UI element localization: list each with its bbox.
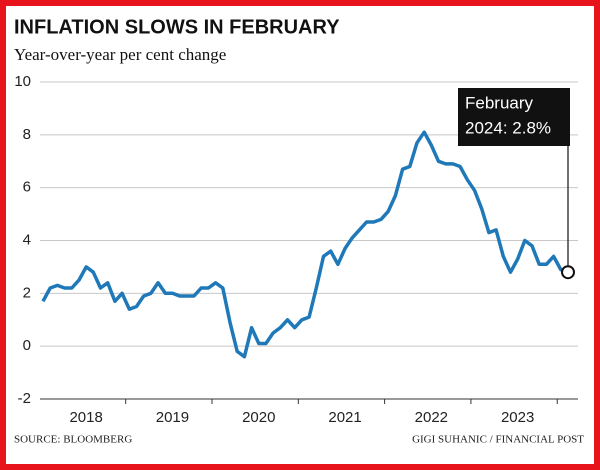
y-tick-label: 0 — [23, 337, 31, 354]
x-tick-label: 2018 — [69, 409, 102, 426]
y-tick-label: 6 — [23, 179, 31, 196]
annotation-text: 2024: 2.8% — [465, 118, 551, 137]
chart-subtitle: Year-over-year per cent change — [14, 45, 226, 64]
credit: GIGI SUHANIC / FINANCIAL POST — [412, 434, 584, 446]
y-tick-label: -2 — [18, 390, 31, 407]
x-tick-label: 2022 — [415, 409, 448, 426]
last-point — [561, 265, 575, 280]
annotation-text: February — [465, 93, 534, 112]
y-tick-label: 10 — [14, 73, 31, 90]
x-tick-label: 2019 — [156, 409, 189, 426]
x-tick-label: 2023 — [501, 409, 534, 426]
x-tick-label: 2020 — [242, 409, 275, 426]
series-line — [41, 130, 569, 359]
annotation-box — [458, 88, 570, 146]
y-tick-label: 2 — [23, 284, 31, 301]
y-tick-label: 8 — [23, 126, 31, 143]
x-tick-label: 2021 — [328, 409, 361, 426]
y-tick-label: 4 — [23, 231, 31, 248]
chart-title: INFLATION SLOWS IN FEBRUARY — [14, 16, 340, 38]
source: SOURCE: BLOOMBERG — [14, 434, 132, 446]
chart: INFLATION SLOWS IN FEBRUARY Year-over-ye… — [14, 16, 584, 446]
